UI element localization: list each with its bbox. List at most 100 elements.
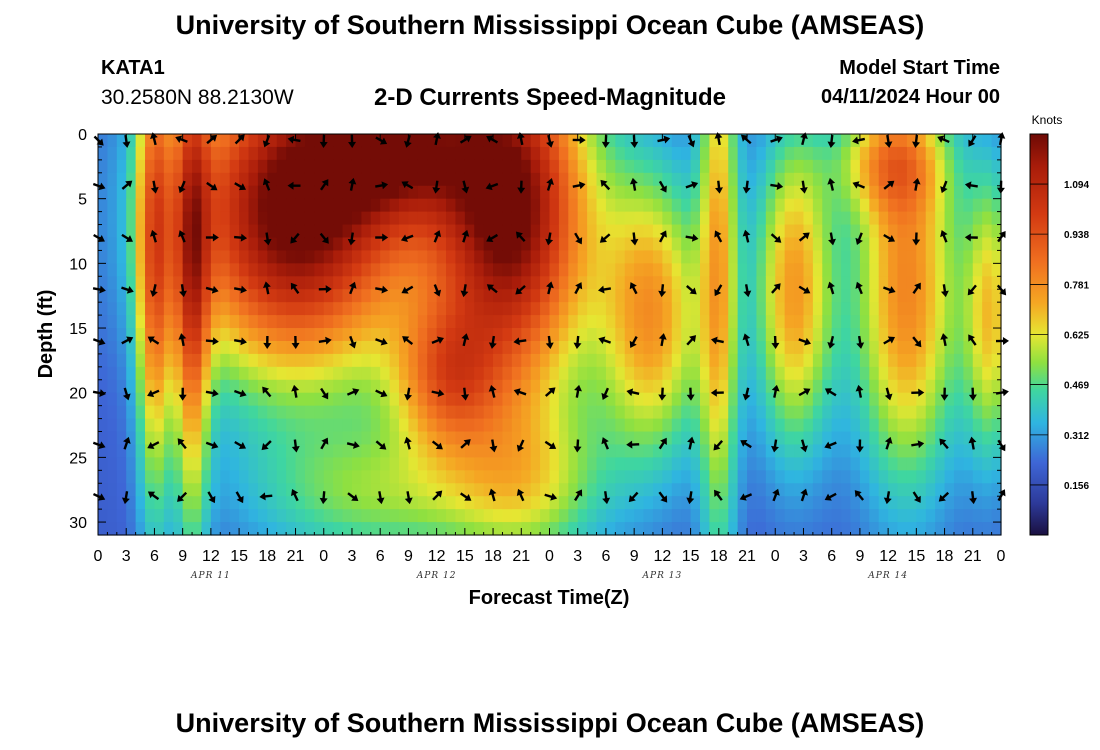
- heatmap-cell: [408, 483, 419, 497]
- heatmap-cell: [455, 496, 466, 510]
- heatmap-cell: [530, 483, 541, 497]
- heatmap-cell: [333, 431, 344, 446]
- heatmap-cell: [295, 522, 306, 536]
- current-arrow-head: [486, 235, 494, 242]
- heatmap-cell: [643, 522, 654, 536]
- heatmap-cell: [380, 353, 391, 368]
- current-arrow: [262, 178, 271, 191]
- heatmap-cell: [145, 340, 156, 355]
- heatmap-cell: [850, 379, 861, 394]
- heatmap-cell: [822, 289, 833, 303]
- heatmap-cell: [878, 418, 889, 433]
- heatmap-cell: [953, 172, 964, 187]
- heatmap-cell: [182, 211, 193, 226]
- heatmap-cell: [662, 276, 673, 290]
- heatmap-cell: [812, 470, 823, 484]
- heatmap-cell: [370, 302, 381, 316]
- current-arrow: [940, 284, 949, 298]
- heatmap-cell: [972, 379, 983, 394]
- heatmap-cell: [869, 185, 880, 200]
- current-arrow: [347, 232, 356, 246]
- current-arrow: [121, 491, 130, 505]
- heatmap-cell: [878, 522, 889, 536]
- heatmap-cell: [267, 392, 278, 407]
- heatmap-cell: [850, 444, 861, 458]
- heatmap-cell: [859, 302, 870, 316]
- current-arrow-head: [689, 335, 697, 343]
- heatmap-cell: [521, 431, 532, 446]
- heatmap-cell: [295, 159, 306, 174]
- heatmap-cell: [925, 134, 936, 148]
- heatmap-cell: [210, 146, 221, 161]
- heatmap-cell: [662, 379, 673, 394]
- heatmap-cell: [351, 522, 362, 536]
- heatmap-cell: [511, 250, 522, 264]
- heatmap-cell: [333, 483, 344, 497]
- heatmap-cell: [558, 353, 569, 368]
- heatmap-cell: [389, 198, 400, 213]
- heatmap-cell: [803, 185, 814, 200]
- heatmap-cell: [953, 276, 964, 290]
- heatmap-cell: [775, 276, 786, 290]
- current-arrow-head: [740, 134, 749, 142]
- heatmap-cell: [718, 315, 729, 329]
- heatmap-cell: [671, 289, 682, 303]
- heatmap-cell: [323, 211, 334, 226]
- heatmap-cell: [615, 418, 626, 433]
- heatmap-cell: [605, 250, 616, 264]
- heatmap-cell: [370, 185, 381, 200]
- heatmap-cell: [408, 263, 419, 277]
- current-arrow: [912, 491, 921, 503]
- heatmap-cell: [399, 146, 410, 161]
- heatmap-cell: [841, 379, 852, 394]
- heatmap-cell: [220, 289, 231, 303]
- current-arrow-head: [287, 181, 294, 190]
- heatmap-cell: [455, 159, 466, 174]
- heatmap-cell: [747, 470, 758, 484]
- current-arrow: [883, 180, 895, 190]
- heatmap-cell: [210, 353, 221, 368]
- heatmap-cell: [652, 366, 663, 381]
- heatmap-cell: [587, 483, 598, 497]
- heatmap-cell: [596, 496, 607, 510]
- current-arrow: [400, 234, 414, 242]
- heatmap-cell: [98, 340, 109, 355]
- heatmap-cell: [982, 509, 993, 523]
- date-label: APR 11: [190, 571, 231, 581]
- heatmap-cell: [568, 496, 579, 510]
- heatmap-cell: [709, 405, 720, 420]
- heatmap-cell: [634, 237, 645, 252]
- heatmap-cell: [163, 496, 174, 510]
- heatmap-cell: [192, 315, 203, 329]
- heatmap-cell: [615, 509, 626, 523]
- heatmap-cell: [944, 185, 955, 200]
- heatmap-cell: [944, 237, 955, 252]
- heatmap-cell: [596, 431, 607, 446]
- current-arrow: [149, 229, 158, 243]
- heatmap-cell: [690, 172, 701, 187]
- heatmap-cell: [634, 159, 645, 174]
- heatmap-cell: [511, 185, 522, 200]
- heatmap-cell: [361, 340, 372, 355]
- heatmap-cell: [972, 418, 983, 433]
- heatmap-cell: [577, 172, 588, 187]
- heatmap-cell: [643, 172, 654, 187]
- heatmap-cell: [906, 263, 917, 277]
- heatmap-cell: [794, 431, 805, 446]
- heatmap-cell: [267, 509, 278, 523]
- current-arrow: [824, 441, 837, 449]
- heatmap-cell: [643, 224, 654, 239]
- heatmap-cell: [351, 405, 362, 420]
- heatmap-cell: [803, 250, 814, 264]
- heatmap-cell: [953, 185, 964, 200]
- heatmap-cell: [747, 289, 758, 303]
- current-arrow-head: [548, 387, 556, 395]
- heatmap-cell: [577, 457, 588, 471]
- heatmap-cell: [700, 224, 711, 239]
- heatmap-cell: [173, 392, 184, 407]
- heatmap-cell: [803, 263, 814, 277]
- heatmap-cell: [822, 470, 833, 484]
- heatmap-cell: [248, 379, 259, 394]
- heatmap-cell: [953, 392, 964, 407]
- heatmap-cell: [399, 483, 410, 497]
